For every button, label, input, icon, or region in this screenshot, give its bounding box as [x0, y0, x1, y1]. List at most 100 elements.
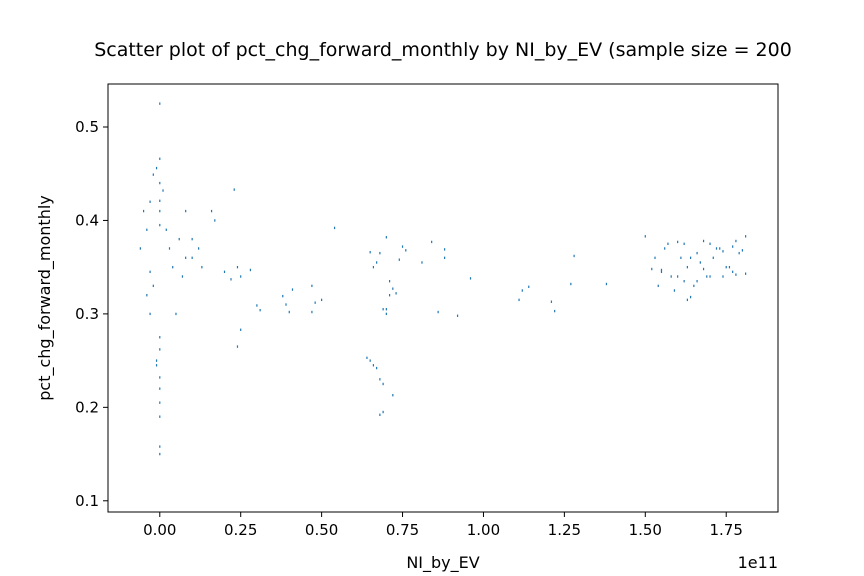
scatter-point [573, 254, 575, 258]
scatter-point [181, 275, 184, 278]
scatter-point [366, 356, 368, 360]
y-tick-label: 0.2 [75, 398, 99, 416]
scatter-point [249, 268, 252, 272]
scatter-point [392, 287, 394, 290]
scatter-point [696, 279, 698, 283]
scatter-point [155, 166, 158, 170]
plot-frame [107, 83, 779, 513]
scatter-point [172, 265, 174, 269]
scatter-point [469, 277, 472, 280]
scatter-point [677, 275, 679, 278]
x-axis-label: NI_by_EV [406, 553, 479, 573]
scatter-point [159, 387, 161, 390]
scatter-point [706, 275, 708, 278]
scatter-point [256, 304, 258, 307]
scatter-point [159, 415, 161, 418]
scatter-point [159, 209, 161, 213]
scatter-point [398, 258, 400, 261]
scatter-point [738, 251, 740, 255]
scatter-point [382, 382, 384, 386]
scatter-point [178, 237, 180, 241]
scatter-point [376, 366, 378, 370]
scatter-point [159, 452, 161, 456]
scatter-point [696, 251, 698, 255]
scatter-point [382, 308, 384, 311]
scatter-point [385, 312, 387, 316]
scatter-point [431, 240, 433, 244]
scatter-point [686, 298, 688, 302]
y-tick-label: 0.3 [75, 305, 99, 323]
x-tick-label: 1.25 [548, 521, 581, 539]
scatter-point [722, 250, 724, 253]
scatter-point [660, 268, 663, 272]
scatter-point [175, 312, 177, 316]
scatter-point [259, 308, 261, 312]
scatter-point [159, 376, 161, 379]
x-axis-ticks: 0.00 0.25 0.50 0.75 1.00 1.25 1.50 1.75 [143, 512, 743, 539]
scatter-point [149, 200, 151, 203]
scatter-point [702, 239, 705, 243]
scatter-point [191, 256, 193, 260]
scatter-point [240, 275, 242, 278]
scatter-point [690, 256, 692, 260]
scatter-point [660, 270, 663, 274]
scatter-point [456, 314, 459, 317]
scatter-point [735, 239, 737, 243]
scatter-point [444, 248, 446, 251]
scatter-point [155, 364, 158, 367]
scatter-point [401, 245, 404, 248]
scatter-point [379, 251, 381, 255]
scatter-point [395, 292, 397, 295]
scatter-point [185, 209, 187, 213]
scatter-point [152, 173, 154, 176]
scatter-point [715, 247, 718, 250]
y-axis-ticks: 0.1 0.2 0.3 0.4 0.5 [75, 118, 108, 510]
scatter-point [693, 284, 695, 288]
scatter-point [198, 247, 200, 250]
scatter-point [667, 242, 669, 245]
scatter-point [159, 157, 161, 160]
scatter-point [719, 247, 721, 250]
scatter-point [570, 282, 572, 286]
scatter-point [521, 289, 523, 292]
scatter-point [379, 413, 381, 417]
scatter-point [168, 247, 171, 250]
y-tick-label: 0.5 [75, 118, 99, 136]
scatter-point [143, 209, 145, 213]
scatter-point [311, 310, 313, 314]
scatter-point [159, 102, 161, 105]
scatter-point [230, 278, 232, 281]
x-tick-label: 1.75 [710, 521, 743, 539]
scatter-point [149, 312, 151, 316]
scatter-point [376, 261, 378, 264]
scatter-point [314, 301, 316, 304]
scatter-point [149, 270, 151, 274]
scatter-point [745, 235, 747, 238]
scatter-point [369, 251, 371, 254]
x-tick-label: 0.00 [143, 521, 176, 539]
scatter-point [223, 270, 226, 274]
scatter-point [146, 228, 148, 231]
scatter-point [554, 309, 556, 313]
scatter-point [677, 240, 679, 244]
scatter-point [201, 265, 203, 269]
scatter-point [321, 298, 323, 302]
scatter-point [146, 294, 148, 297]
scatter-point [605, 282, 608, 286]
scatter-point [372, 265, 375, 269]
scatter-point [644, 235, 646, 238]
scatter-point [159, 223, 161, 227]
scatter-point [518, 298, 520, 302]
scatter-point [159, 445, 161, 448]
scatter-point [670, 275, 672, 278]
scatter-point [185, 256, 187, 260]
y-axis-label: pct_chg_forward_monthly [35, 195, 55, 401]
chart-title: Scatter plot of pct_chg_forward_monthly … [94, 39, 792, 61]
scatter-point [722, 275, 724, 278]
scatter-point [657, 284, 659, 288]
scatter-point [159, 348, 161, 351]
scatter-point [732, 270, 734, 274]
scatter-point [214, 219, 216, 222]
scatter-point [385, 236, 387, 239]
